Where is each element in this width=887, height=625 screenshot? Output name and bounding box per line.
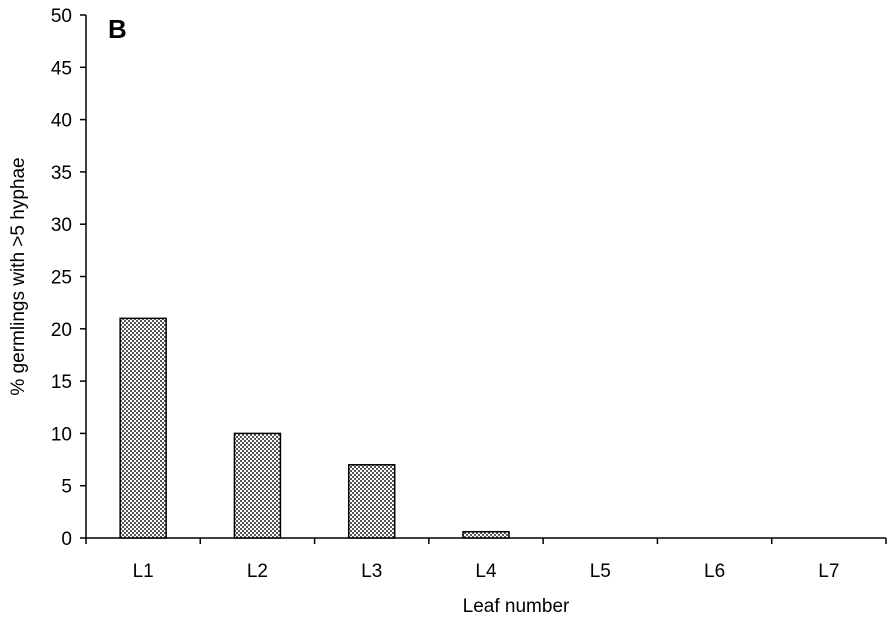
bar-L2 bbox=[233, 432, 282, 539]
x-tick-label: L7 bbox=[818, 561, 839, 582]
y-tick-label: 25 bbox=[51, 268, 72, 289]
panel-letter: B bbox=[108, 14, 127, 44]
y-tick-label: 5 bbox=[61, 477, 72, 498]
x-tick-label: L5 bbox=[590, 561, 611, 582]
x-tick-label: L3 bbox=[361, 561, 382, 582]
y-tick-label: 20 bbox=[51, 320, 72, 341]
x-tick-label: L2 bbox=[247, 561, 268, 582]
x-tick-label: L1 bbox=[133, 561, 154, 582]
y-axis: 0 5 10 15 20 25 30 35 40 45 50 bbox=[51, 6, 87, 550]
bar-L1 bbox=[119, 317, 167, 539]
y-tick-label: 0 bbox=[61, 529, 72, 550]
bars bbox=[119, 317, 510, 539]
x-axis: L1 L2 L3 L4 L5 L6 L7 bbox=[85, 537, 887, 582]
y-tick-label: 10 bbox=[51, 424, 72, 445]
y-tick-label: 50 bbox=[51, 6, 72, 27]
y-axis-title: % germlings with >5 hyphae bbox=[8, 157, 29, 395]
y-tick-label: 30 bbox=[51, 215, 72, 236]
y-tick-label: 45 bbox=[51, 58, 72, 79]
x-tick-label: L4 bbox=[475, 561, 497, 582]
bar-L4 bbox=[462, 530, 510, 539]
x-axis-title: Leaf number bbox=[463, 596, 570, 617]
x-tick-label: L6 bbox=[704, 561, 725, 582]
y-tick-label: 40 bbox=[51, 111, 72, 132]
y-tick-label: 35 bbox=[51, 163, 72, 184]
bar-L3 bbox=[347, 464, 396, 539]
y-tick-label: 15 bbox=[51, 372, 72, 393]
